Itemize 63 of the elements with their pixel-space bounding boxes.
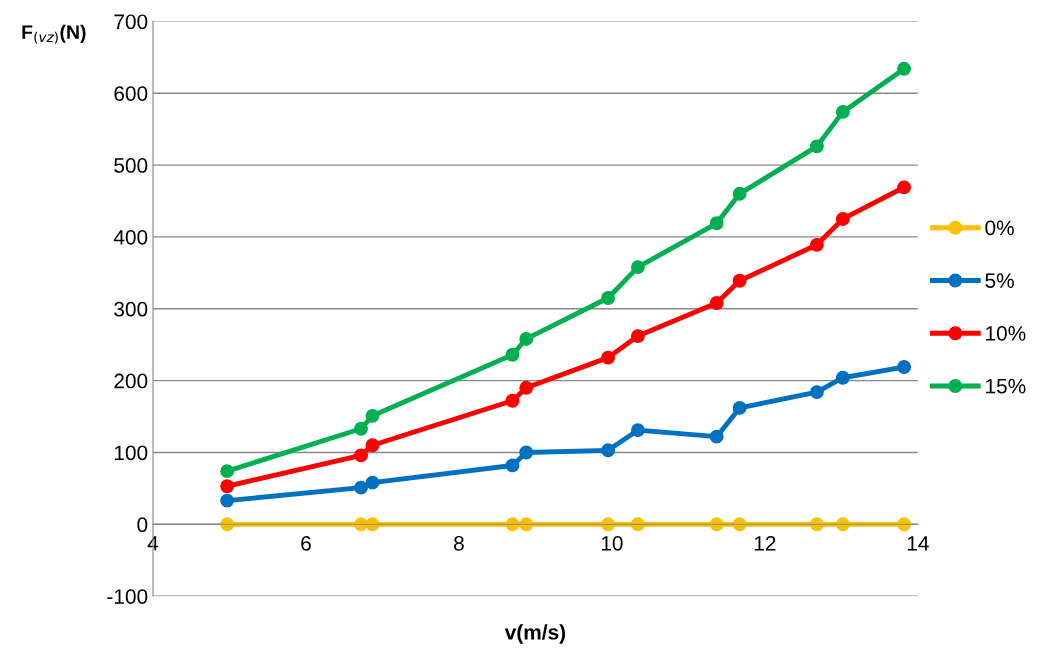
x-tick-label: 4 bbox=[147, 536, 159, 551]
x-tick-label: 6 bbox=[301, 535, 311, 551]
point bbox=[601, 350, 616, 365]
y-tick-label: -100 bbox=[107, 589, 148, 604]
point bbox=[897, 61, 912, 76]
point bbox=[505, 393, 520, 408]
point bbox=[809, 237, 824, 252]
point bbox=[505, 347, 520, 362]
point bbox=[897, 180, 912, 195]
point bbox=[809, 517, 824, 532]
x-tick-label: 10 bbox=[601, 535, 623, 551]
y-tick-label: 300 bbox=[114, 301, 148, 317]
point bbox=[519, 332, 534, 346]
point bbox=[220, 493, 235, 508]
point bbox=[354, 448, 368, 463]
y-tick-label: 100 bbox=[114, 445, 148, 461]
point bbox=[709, 296, 724, 310]
y-axis-title: F$_{(vz)}$(N) bbox=[22, 24, 86, 44]
point bbox=[601, 443, 616, 458]
point bbox=[519, 445, 534, 460]
y-tick-label: 200 bbox=[114, 373, 148, 389]
legend-label: 15% bbox=[986, 378, 1026, 394]
x-tick-label: 12 bbox=[754, 535, 776, 551]
point bbox=[365, 438, 380, 453]
point bbox=[897, 360, 912, 374]
point bbox=[630, 423, 645, 438]
point bbox=[519, 380, 534, 395]
x-tick-label: 8 bbox=[454, 535, 464, 551]
y-tick-label: 0 bbox=[137, 517, 148, 533]
point bbox=[897, 517, 912, 532]
point bbox=[835, 370, 850, 385]
point bbox=[505, 458, 520, 473]
point bbox=[732, 273, 747, 288]
legend-label: 0% bbox=[985, 220, 1014, 236]
point bbox=[601, 291, 616, 305]
point bbox=[709, 429, 724, 444]
legend-label: 10% bbox=[986, 325, 1026, 341]
y-tick-label: 700 bbox=[114, 14, 148, 30]
point bbox=[835, 104, 850, 119]
point bbox=[601, 517, 616, 532]
y-tick-label: 600 bbox=[114, 86, 148, 101]
point bbox=[835, 212, 850, 226]
x-tick-label: 14 bbox=[907, 536, 929, 551]
point bbox=[732, 186, 747, 201]
point bbox=[835, 517, 850, 532]
point bbox=[354, 421, 368, 436]
x-axis-title: v(m/s) bbox=[504, 624, 566, 644]
y-tick-label: 500 bbox=[114, 158, 148, 173]
y-tick-label: 400 bbox=[113, 229, 148, 245]
point bbox=[365, 475, 380, 490]
point bbox=[365, 408, 380, 423]
point bbox=[732, 400, 747, 415]
point bbox=[220, 517, 235, 532]
point bbox=[809, 385, 824, 400]
point bbox=[220, 479, 235, 494]
point bbox=[630, 260, 645, 275]
point bbox=[809, 139, 824, 154]
point bbox=[354, 480, 368, 495]
point bbox=[220, 464, 235, 479]
point bbox=[709, 216, 724, 231]
point bbox=[630, 329, 645, 344]
point bbox=[630, 517, 645, 532]
legend-label: 5% bbox=[985, 273, 1014, 288]
